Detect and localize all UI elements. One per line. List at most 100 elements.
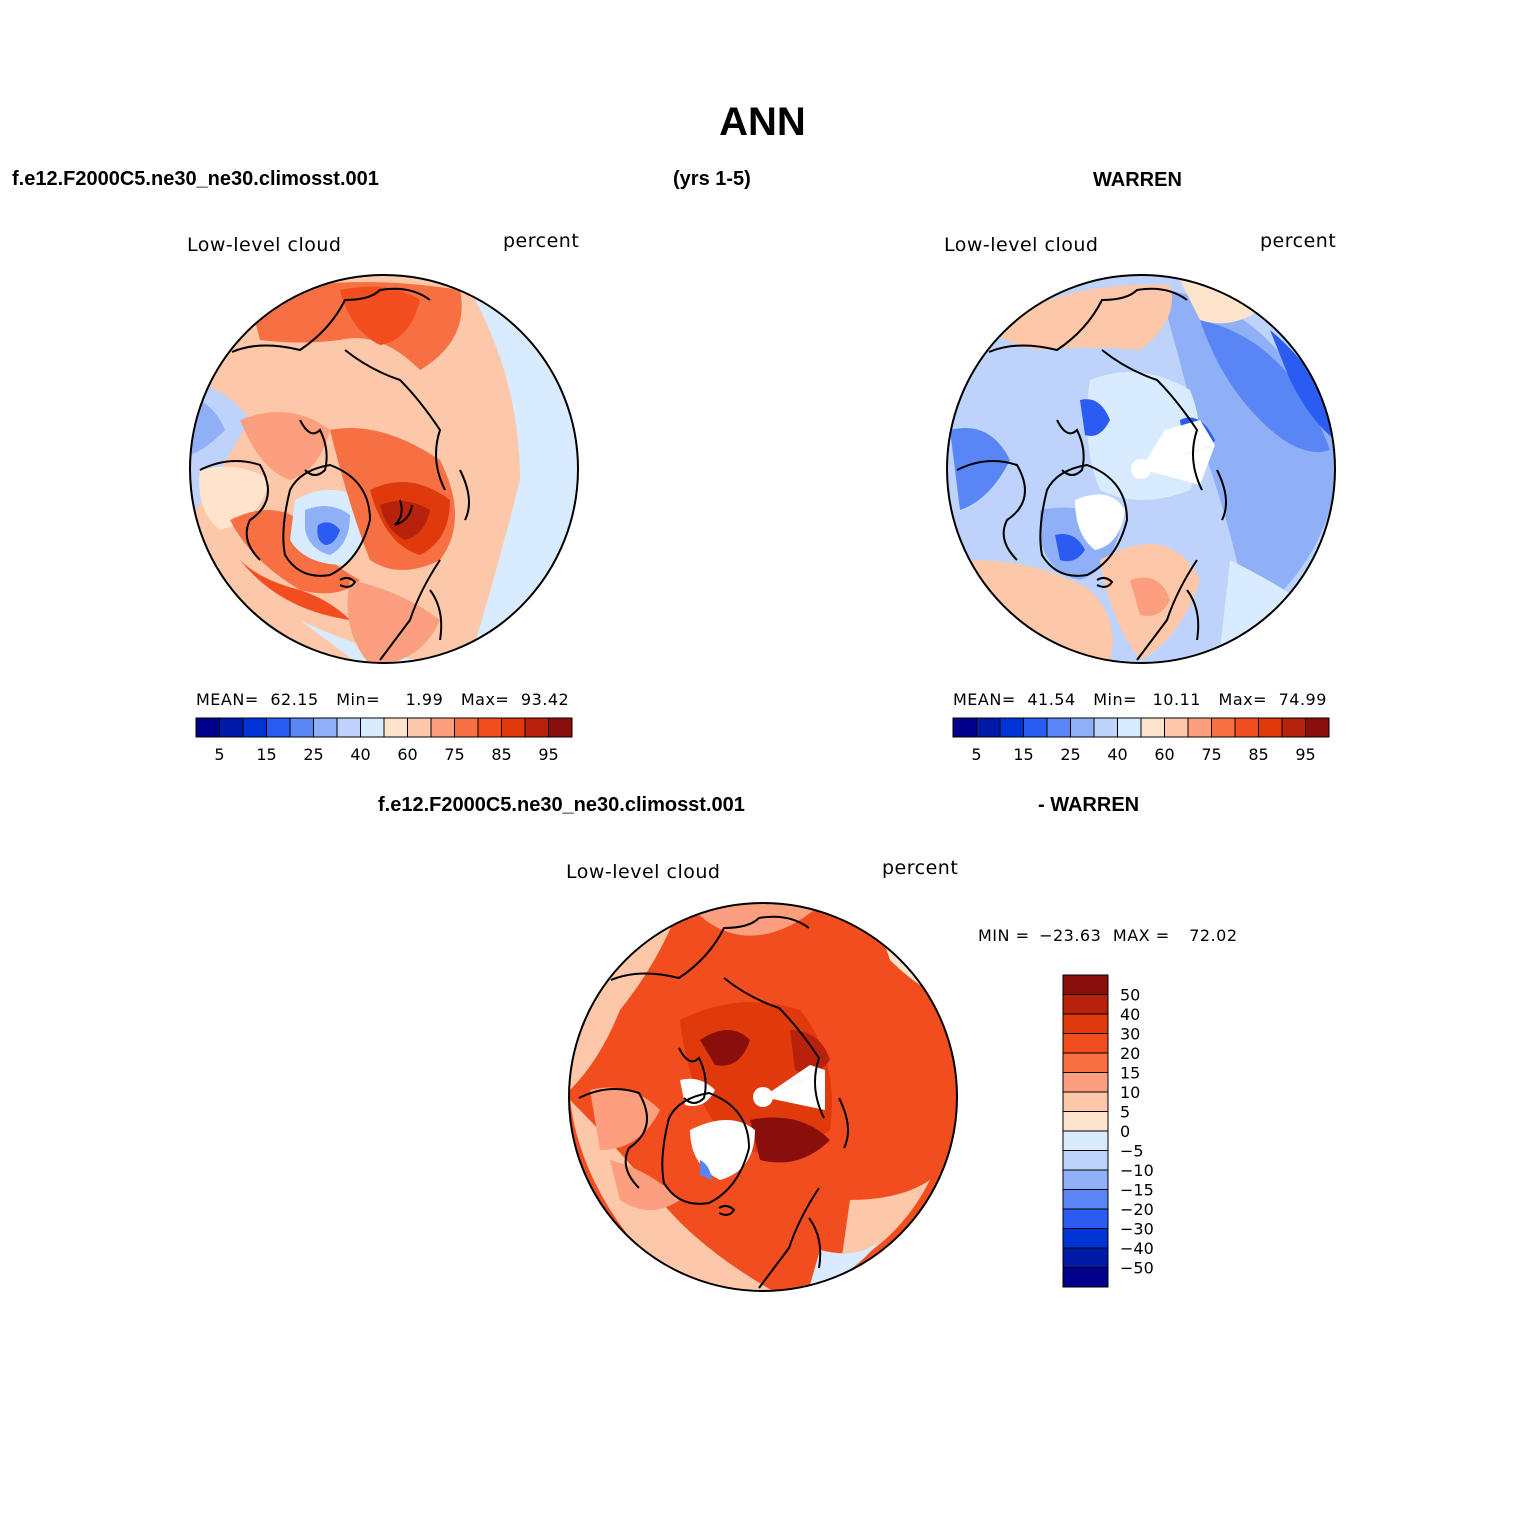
panel3-stats: MIN = −23.63 MAX = 72.02 (978, 926, 1238, 945)
panel3-max-value: 72.02 (1189, 926, 1238, 945)
panel2-colorbar-swatch (999, 717, 1024, 738)
panel2-colorbar-swatch (1117, 717, 1142, 738)
panel1-colorbar-swatch (242, 717, 267, 738)
panel1-units-label: percent (503, 230, 580, 252)
panel1-stats: MEAN= 62.15 Min= 1.99 Max= 93.42 (196, 690, 569, 709)
panel3-colorbar-swatch (1062, 974, 1109, 995)
panel1-colorbar-swatch (195, 717, 220, 738)
panel2-colorbar-tick-label: 40 (1107, 745, 1127, 764)
panel2-variable-label: Low-level cloud (944, 234, 1099, 256)
panel1-colorbar-swatch (524, 717, 549, 738)
panel2-min-label: Min= (1093, 690, 1138, 709)
panel3-colorbar-swatch (1062, 1072, 1109, 1093)
panel2-mean-label: MEAN= (953, 690, 1016, 709)
panel3-colorbar-tick-label: −5 (1120, 1142, 1144, 1161)
panel2-colorbar-swatch (1070, 717, 1095, 738)
panel3-colorbar-swatch (1062, 1111, 1109, 1132)
diff-header-right-title: - WARREN (1038, 794, 1140, 816)
panel2-stats: MEAN= 41.54 Min= 10.11 Max= 74.99 (953, 690, 1327, 709)
figure-title: ANN (719, 100, 806, 144)
panel1-colorbar-swatch (407, 717, 432, 738)
panel1-mean-value: 62.15 (270, 690, 319, 709)
panel1-max-value: 93.42 (520, 690, 570, 709)
panel2-colorbar-swatch (952, 717, 977, 738)
panel2-colorbar-tick-label: 5 (971, 745, 981, 764)
panel3-colorbar-swatch (1062, 1052, 1109, 1073)
panel2-colorbar-swatch (1281, 717, 1306, 738)
panel2-colorbar-swatch (1164, 717, 1189, 738)
panel3-min-label: MIN = (978, 926, 1030, 945)
panel1-colorbar-tick-label: 60 (397, 745, 417, 764)
panel3-colorbar-tick-label: 10 (1120, 1083, 1140, 1102)
panel2-mean-value: 41.54 (1027, 690, 1076, 709)
panel3-colorbar-tick-label: −10 (1120, 1161, 1154, 1180)
panel3-colorbar-tick-label: −20 (1120, 1200, 1154, 1219)
diff-header-left-title: f.e12.F2000C5.ne30_ne30.climosst.001 (378, 794, 745, 816)
panel2-colorbar-swatch (1093, 717, 1118, 738)
panel3-colorbar-swatch (1062, 1247, 1109, 1268)
panel1-colorbar-swatch (219, 717, 244, 738)
panel2-colorbar-swatch (1023, 717, 1048, 738)
panel1-max-label: Max= (460, 690, 510, 709)
panel2-colorbar-swatch (1046, 717, 1071, 738)
panel2-colorbar-tick-label: 95 (1295, 745, 1315, 764)
panel1-colorbar-tick-label: 15 (256, 745, 276, 764)
panel3-map (568, 902, 958, 1292)
panel3-colorbar-tick-label: −30 (1120, 1220, 1154, 1239)
panel3-colorbar-tick-label: −50 (1120, 1259, 1154, 1278)
panel3-colorbar-tick-label: 5 (1120, 1103, 1130, 1122)
panel1-min-value: 1.99 (405, 690, 444, 709)
panel2-max-value: 74.99 (1278, 690, 1327, 709)
panel2-max-label: Max= (1218, 690, 1268, 709)
panel2-units-label: percent (1260, 230, 1337, 252)
panel3-colorbar-swatch (1062, 1013, 1109, 1034)
panel2-colorbar-tick-label: 60 (1154, 745, 1174, 764)
header-right-title: WARREN (1093, 169, 1182, 191)
panel3-colorbar-tick-label: 0 (1120, 1122, 1130, 1141)
panel1-colorbar-swatch (266, 717, 291, 738)
panel3-colorbar-swatch (1062, 1228, 1109, 1249)
panel1-variable-label: Low-level cloud (187, 234, 342, 256)
panel2-colorbar-swatch (1234, 717, 1259, 738)
panel1-colorbar-swatch (289, 717, 314, 738)
panel1-colorbar-tick-label: 85 (491, 745, 511, 764)
panel3-colorbar-swatch (1062, 1091, 1109, 1112)
header-left-title: f.e12.F2000C5.ne30_ne30.climosst.001 (12, 168, 379, 190)
panel2-colorbar-swatch (1258, 717, 1283, 738)
panel1-mean-label: MEAN= (196, 690, 259, 709)
panel1-colorbar-tick-label: 40 (350, 745, 370, 764)
panel2-colorbar-swatch (976, 717, 1001, 738)
panel1-colorbar-swatch (336, 717, 361, 738)
panel2-colorbar-tick-label: 75 (1201, 745, 1221, 764)
panel3-colorbar-swatch (1062, 1189, 1109, 1210)
panel1-colorbar-swatch (430, 717, 455, 738)
panel3-colorbar-tick-label: −40 (1120, 1239, 1154, 1258)
panel1-colorbar-tick-label: 95 (538, 745, 558, 764)
panel3-colorbar-swatch (1062, 1130, 1109, 1151)
panel2-min-value: 10.11 (1152, 690, 1201, 709)
panel3-colorbar-tick-label: 20 (1120, 1044, 1140, 1063)
panel3-units-label: percent (882, 857, 959, 879)
panel2-map (946, 274, 1336, 664)
panel1-colorbar-swatch (548, 717, 573, 738)
panel2-colorbar-swatch (1140, 717, 1165, 738)
panel1-min-label: Min= (336, 690, 381, 709)
header-center-title: (yrs 1-5) (673, 168, 751, 190)
panel2-colorbar-swatch (1187, 717, 1212, 738)
panel3-colorbar-swatch (1062, 1033, 1109, 1054)
panel1-colorbar-swatch (501, 717, 526, 738)
panel3-colorbar-tick-label: 40 (1120, 1005, 1140, 1024)
panel3-colorbar-swatch (1062, 994, 1109, 1015)
panel1-colorbar-tick-label: 5 (214, 745, 224, 764)
panel3-colorbar-tick-label: 15 (1120, 1064, 1140, 1083)
panel3-colorbar-swatch (1062, 1208, 1109, 1229)
panel3-colorbar-tick-label: 50 (1120, 986, 1140, 1005)
panel1-colorbar-swatch (360, 717, 385, 738)
panel1-map (189, 274, 579, 664)
panel3-colorbar-tick-label: −15 (1120, 1181, 1154, 1200)
panel3-colorbar-swatch (1062, 1169, 1109, 1190)
panel1-colorbar-swatch (477, 717, 502, 738)
